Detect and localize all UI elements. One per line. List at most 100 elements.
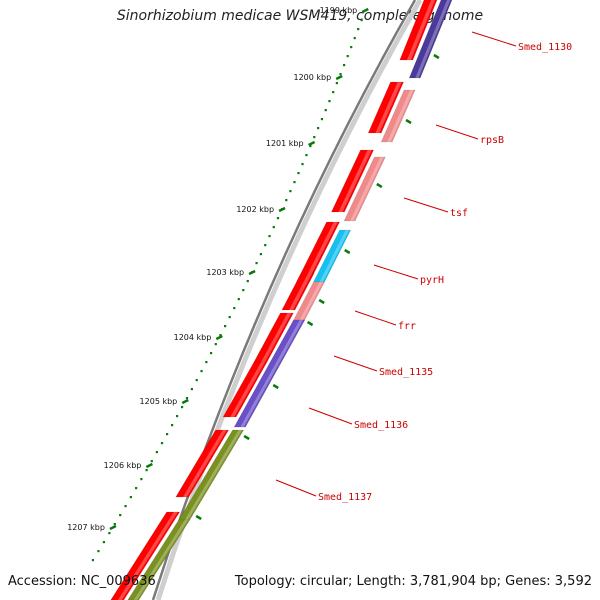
minor-tick xyxy=(214,343,217,346)
tick-track: 1199 kbp 1200 kbp 1201 kbp 1202 kbp 1203 kbp… xyxy=(67,6,369,562)
minor-tick xyxy=(346,55,349,58)
strand-tick xyxy=(306,320,314,327)
gene-feature xyxy=(233,319,306,428)
major-tick xyxy=(181,398,189,405)
gene-feature-shine xyxy=(319,230,350,282)
minor-tick xyxy=(276,217,280,220)
minor-tick xyxy=(353,37,356,40)
minor-tick xyxy=(328,100,331,103)
gene-feature-shine xyxy=(133,520,189,600)
strand-tick xyxy=(318,298,325,305)
minor-tick xyxy=(313,136,316,139)
minor-tick xyxy=(102,541,106,544)
gene-label: Smed_1130 xyxy=(518,42,572,53)
gene-label: frr xyxy=(398,321,416,332)
cds-arrow-shine xyxy=(338,150,372,212)
gene-feature xyxy=(380,89,416,143)
minor-tick xyxy=(171,424,174,427)
kbp-label: 1206 kbp xyxy=(104,461,142,470)
major-tick xyxy=(278,206,286,213)
kbp-label: 1201 kbp xyxy=(266,139,304,148)
backbone-ring xyxy=(151,0,417,600)
gene-feature xyxy=(408,0,453,79)
minor-tick xyxy=(339,73,342,76)
cds-arrow xyxy=(296,221,341,283)
minor-tick xyxy=(209,352,213,355)
cds-arrow-shine xyxy=(289,273,313,310)
minor-tick xyxy=(180,406,184,409)
strand-tick xyxy=(272,383,279,390)
cds-arrow-shine xyxy=(117,512,178,600)
kbp-label: 1202 kbp xyxy=(236,205,274,214)
minor-tick xyxy=(246,280,249,283)
major-tick xyxy=(145,462,153,469)
minor-tick xyxy=(176,415,179,418)
cds-arrow-shine xyxy=(303,222,338,282)
major-tick xyxy=(308,140,316,147)
label-leader-line xyxy=(333,355,378,372)
minor-tick xyxy=(293,181,296,184)
minor-tick xyxy=(223,325,227,328)
gene-track xyxy=(110,0,453,600)
label-leader-line xyxy=(471,31,517,47)
accession-text: Accession: NC_009636 xyxy=(8,574,156,589)
label-leader-line xyxy=(275,479,317,497)
cds-arrow xyxy=(222,361,268,418)
strand-tick xyxy=(405,118,412,125)
minor-tick xyxy=(305,154,308,157)
minor-tick xyxy=(357,28,360,31)
minor-tick xyxy=(97,550,100,553)
gene-feature-shine xyxy=(415,0,451,78)
gene-feature xyxy=(292,281,326,323)
genome-summary-text: Topology: circular; Length: 3,781,904 bp… xyxy=(234,574,592,589)
gene-label: tsf xyxy=(450,208,468,219)
major-tick xyxy=(215,334,223,341)
gene-feature xyxy=(313,229,352,283)
major-tick xyxy=(248,269,256,276)
minor-tick xyxy=(113,523,116,526)
cds-arrow-shine xyxy=(230,362,266,417)
gene-label: Smed_1136 xyxy=(354,420,408,431)
minor-tick xyxy=(129,496,132,499)
minor-tick xyxy=(259,253,263,256)
cds-arrow xyxy=(110,511,181,600)
minor-tick xyxy=(360,19,363,22)
strand-tick xyxy=(195,514,202,521)
minor-tick xyxy=(285,199,288,202)
strand-tick xyxy=(243,434,250,441)
minor-tick xyxy=(264,244,267,247)
kbp-label: 1205 kbp xyxy=(140,397,178,406)
minor-tick xyxy=(268,235,271,238)
minor-tick xyxy=(124,505,127,508)
minor-tick xyxy=(324,109,327,112)
minor-tick xyxy=(255,262,258,265)
minor-tick xyxy=(242,289,245,292)
minor-tick xyxy=(165,433,169,436)
gene-feature-shine xyxy=(240,320,304,427)
minor-tick xyxy=(332,91,335,94)
gene-feature xyxy=(127,519,191,600)
label-leader-line xyxy=(435,124,479,140)
kbp-label: 1199 kbp xyxy=(320,6,358,15)
kbp-label: 1203 kbp xyxy=(206,268,244,277)
minor-tick xyxy=(145,469,148,472)
major-tick xyxy=(361,7,369,14)
minor-tick xyxy=(228,316,231,319)
minor-tick xyxy=(190,388,193,391)
minor-tick xyxy=(309,145,312,148)
gene-feature-shine xyxy=(298,282,323,322)
cds-arrow-shine xyxy=(182,430,227,497)
label-leader-line xyxy=(308,407,353,425)
minor-tick xyxy=(185,397,189,400)
minor-tick xyxy=(108,532,111,535)
label-leader-line xyxy=(403,197,449,213)
label-leader-line xyxy=(373,264,419,280)
gene-feature-shine xyxy=(184,430,242,520)
kbp-label: 1207 kbp xyxy=(67,523,105,532)
minor-tick xyxy=(140,478,143,481)
cds-arrow xyxy=(175,429,230,498)
minor-tick xyxy=(343,64,346,67)
strand-tick xyxy=(344,248,351,255)
minor-tick xyxy=(233,307,236,310)
gene-label: rpsB xyxy=(480,135,504,146)
